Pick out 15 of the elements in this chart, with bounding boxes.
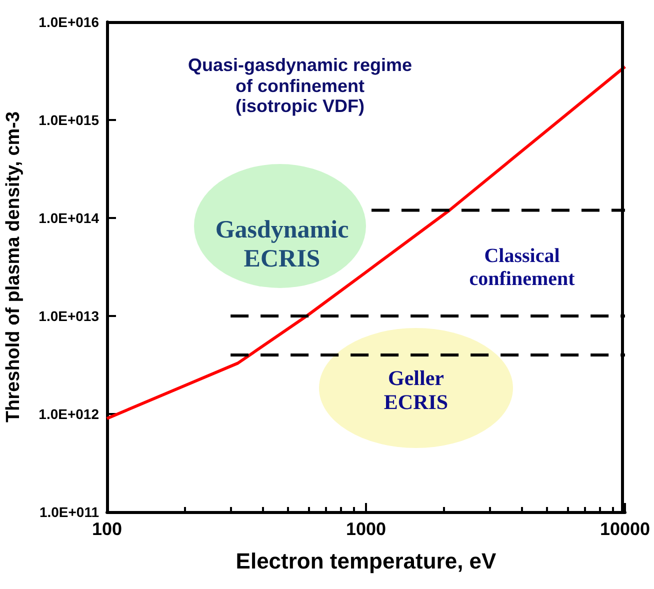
annotation: Classical confinement <box>469 245 575 291</box>
y-tick-label: 1.0E+014 <box>38 210 100 226</box>
x-tick-label: 10000 <box>600 519 650 539</box>
y-tick-label: 1.0E+013 <box>38 308 100 324</box>
y-tick-label: 1.0E+011 <box>39 504 100 520</box>
y-tick-label: 1.0E+015 <box>38 112 100 128</box>
y-tick-label: 1.0E+012 <box>38 406 100 422</box>
y-tick-label: 1.0E+016 <box>38 14 100 30</box>
y-axis-title: Threshold of plasma density, cm-3 <box>3 111 24 423</box>
annotation: Geller ECRIS <box>384 366 448 414</box>
x-axis-title: Electron temperature, eV <box>236 548 497 574</box>
x-tick-label: 1000 <box>346 519 386 539</box>
x-tick-label: 100 <box>92 519 122 539</box>
annotation: Quasi-gasdynamic regime of confinement (isotropic VDF) <box>188 54 412 118</box>
annotation: Gasdynamic ECRIS <box>215 216 349 274</box>
